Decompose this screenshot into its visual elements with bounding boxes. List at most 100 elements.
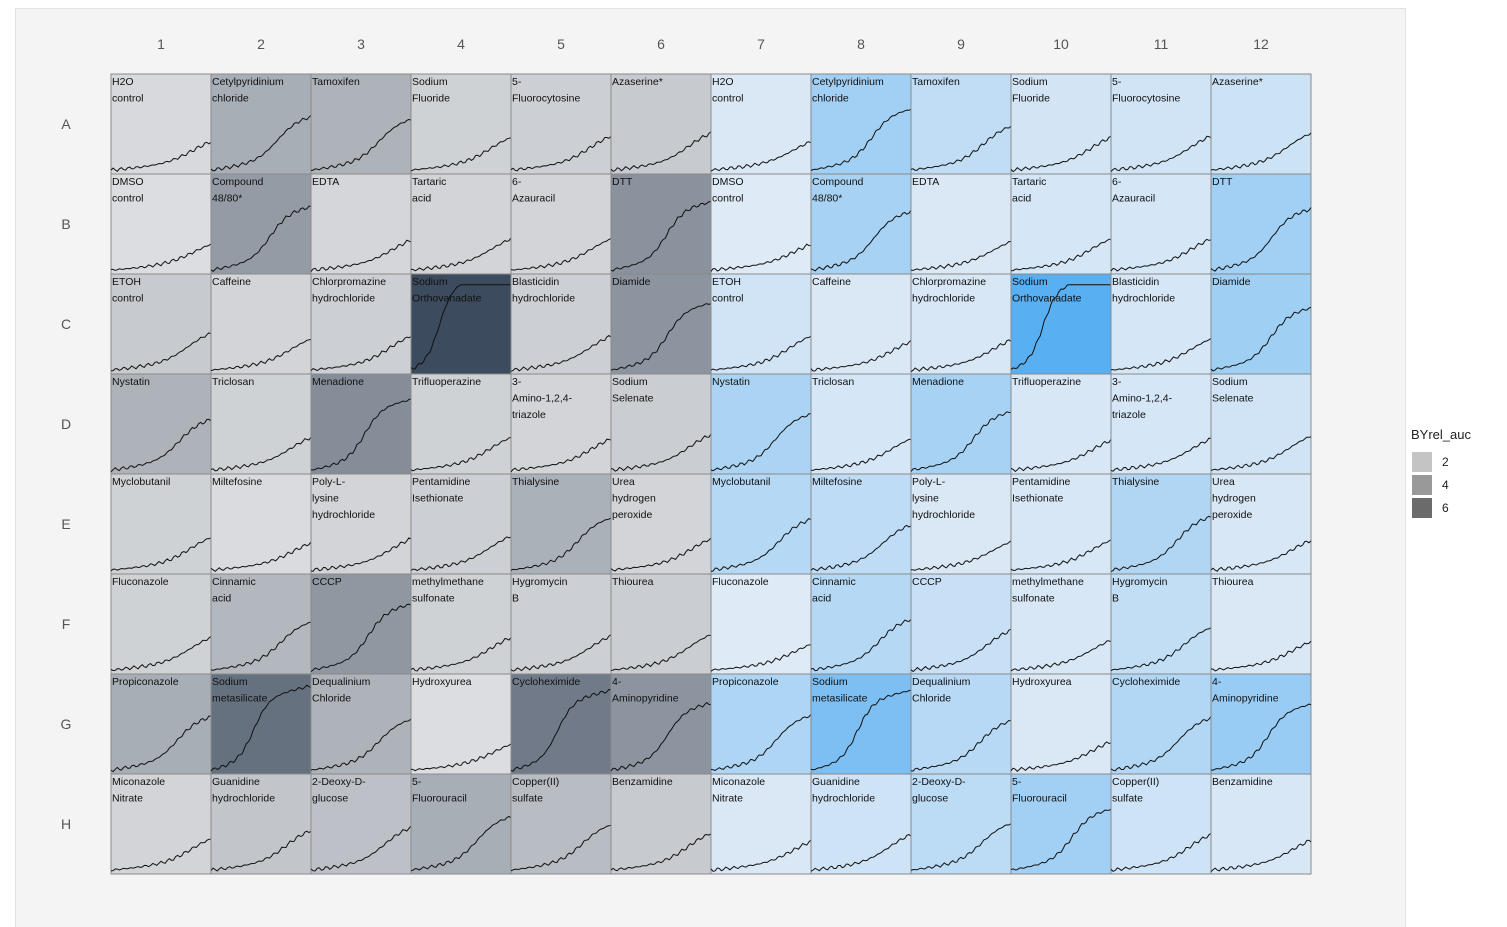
well-label: Poly-L-lysine hydrochloride: [312, 476, 375, 521]
well-cell: [210, 73, 312, 175]
well-label: Chlorpromazine hydrochloride: [312, 276, 386, 305]
well-cell: [310, 373, 412, 475]
well-label: Urea hydrogen peroxide: [612, 476, 656, 521]
well-label: 2-Deoxy-D-glucose: [312, 776, 366, 805]
growth-curve: [610, 701, 712, 772]
well-cell: [110, 373, 212, 475]
growth-curve: [510, 438, 612, 473]
well-cell: [910, 73, 1012, 175]
well-label: ETOH control: [112, 276, 144, 305]
well-label: Caffeine: [212, 276, 251, 288]
well-cell: [110, 573, 212, 675]
well-label: Hydroxyurea: [412, 676, 472, 688]
column-label: 12: [1253, 36, 1269, 52]
growth-curve: [1110, 238, 1212, 272]
well-cell: [910, 773, 1012, 875]
well-label: DTT: [1212, 176, 1233, 188]
well-label: H2O control: [112, 76, 144, 105]
growth-curve: [310, 718, 412, 771]
growth-curve: [110, 838, 211, 872]
well-cell: [110, 773, 212, 875]
row-label: E: [61, 516, 70, 532]
growth-curve: [910, 411, 1012, 472]
column-label: 5: [557, 36, 565, 52]
well-cell: [610, 773, 712, 875]
well-label: DMSO control: [112, 176, 144, 205]
well-cell: [710, 473, 812, 575]
growth-curve: [710, 517, 812, 572]
row-label: H: [61, 816, 71, 832]
well-label: Blasticidin hydrochloride: [512, 276, 575, 305]
growth-curve: [510, 334, 612, 372]
growth-curve: [810, 834, 912, 872]
well-cell: [410, 173, 512, 275]
well-cell: [710, 273, 812, 375]
growth-curve: [210, 684, 312, 772]
legend-entry: 4: [1411, 473, 1507, 496]
well-cell: [810, 473, 912, 575]
growth-curve: [410, 436, 512, 472]
well-cell: [210, 573, 312, 675]
well-label: 3-Amino-1,2,4-triazole: [512, 376, 573, 421]
growth-curve: [310, 398, 412, 471]
legend-label: 2: [1442, 454, 1449, 469]
growth-curve: [510, 634, 612, 672]
growth-curve: [110, 418, 212, 473]
well-label: methylmethane sulfonate: [1012, 576, 1084, 605]
well-label: Fluconazole: [712, 576, 769, 588]
well-cell: [910, 273, 1012, 375]
well-label: Poly-L-lysine hydrochloride: [912, 476, 975, 521]
well-label: CCCP: [312, 576, 342, 588]
well-cell: [910, 673, 1012, 775]
well-label: Tamoxifen: [912, 76, 960, 88]
well-cell: [110, 473, 212, 575]
well-label: Myclobutanil: [712, 476, 770, 488]
well-cell: [1110, 273, 1212, 375]
well-label: Azaserine*: [1212, 76, 1263, 88]
well-label: Tamoxifen: [312, 76, 360, 88]
well-label: 4-Aminopyridine: [612, 676, 679, 705]
growth-curve: [910, 125, 1012, 171]
growth-curve: [110, 715, 212, 773]
growth-curve: [610, 634, 712, 671]
well-label: Propiconazole: [112, 676, 179, 688]
well-label: Sodium Fluoride: [412, 76, 450, 105]
legend-title: BYrel_auc: [1411, 427, 1471, 442]
well-cell: [1010, 73, 1112, 175]
growth-curve: [510, 824, 612, 872]
well-cell: [1010, 173, 1112, 275]
well-cell: [710, 173, 812, 275]
well-cell: [1210, 573, 1312, 675]
well-label: methylmethane sulfonate: [412, 576, 484, 605]
well-cell: [1010, 673, 1112, 775]
column-label: 1: [157, 36, 165, 52]
well-label: Guanidine hydrochloride: [812, 776, 875, 805]
growth-curve: [110, 537, 212, 572]
plate-panel: 1 2 3 4 5 6 7 8 9 10 11 12 A B C D E F G H H2O control Cetylpy…: [15, 8, 1406, 927]
growth-curve: [810, 689, 912, 771]
growth-curve: [710, 839, 812, 872]
growth-curve: [610, 537, 712, 572]
well-label: Miltefosine: [212, 476, 262, 488]
well-cell: [1010, 473, 1112, 575]
well-cell: [210, 173, 312, 275]
well-label: Cycloheximide: [1112, 676, 1180, 688]
column-label: 2: [257, 36, 265, 52]
well-label: Azaserine*: [612, 76, 663, 88]
well-label: Dequalinium Chloride: [312, 676, 371, 705]
legend-label: 6: [1442, 500, 1449, 515]
growth-curve: [1210, 306, 1312, 372]
well-cell: [910, 373, 1012, 475]
well-label: Compound 48/80*: [812, 176, 864, 205]
well-cell: [510, 273, 612, 375]
growth-curve: [910, 719, 1012, 772]
well-label: Fluconazole: [112, 576, 169, 588]
growth-curve: [310, 336, 412, 372]
growth-curve: [1010, 438, 1112, 473]
growth-curve: [310, 537, 412, 572]
growth-curve: [410, 284, 511, 370]
growth-curve: [810, 524, 912, 572]
growth-curve: [410, 637, 512, 672]
well-cell: [810, 173, 912, 275]
well-label: Hydroxyurea: [1012, 676, 1072, 688]
